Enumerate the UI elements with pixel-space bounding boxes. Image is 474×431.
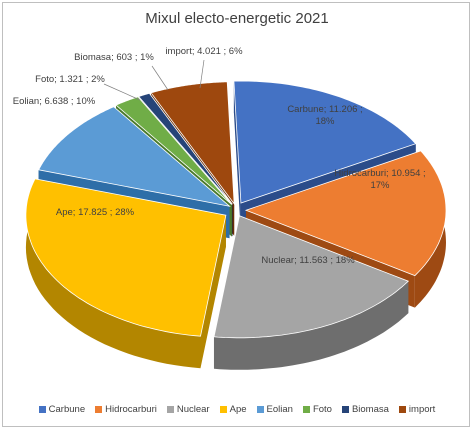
legend-swatch-foto: [302, 406, 310, 413]
slice-hidrocarburi: [244, 150, 447, 277]
legend-label-biomasa: Biomasa: [351, 404, 389, 415]
chart-legend: Carbune Hidrocarburi Nuclear Ape Eolian Foto B…: [0, 404, 474, 415]
slice-import: [150, 81, 235, 206]
legend-item-import: import: [398, 404, 436, 415]
legend-swatch-biomasa: [341, 406, 349, 413]
legend-label-eolian: Eolian: [266, 404, 293, 415]
data-label-import: import; 4.021 ; 6%: [165, 46, 243, 57]
legend-swatch-hidrocarburi: [95, 406, 103, 413]
chart-title: Mixul electo-energetic 2021: [145, 10, 329, 27]
slice-ape: [25, 178, 227, 337]
data-label-carbune: Carbune; 11.206 ;: [287, 104, 362, 115]
legend-item-biomasa: Biomasa: [341, 404, 389, 415]
legend-label-ape: Ape: [229, 404, 247, 415]
slice-biomasa: [138, 92, 233, 205]
data-label-ape: Ape; 17.825 ; 28%: [56, 207, 135, 218]
leader-line-biomasa: [151, 65, 169, 91]
legend-swatch-import: [398, 406, 406, 413]
legend-label-hidrocarburi: Hidrocarburi: [105, 404, 157, 415]
legend-item-ape: Ape: [219, 404, 247, 415]
legend-item-foto: Foto: [302, 404, 332, 415]
leader-line-import: [199, 59, 205, 89]
legend-label-import: import: [408, 404, 436, 415]
data-label-foto: Foto; 1.321 ; 2%: [35, 74, 105, 85]
legend-swatch-ape: [219, 406, 227, 413]
data-label-pct-carbune: 18%: [315, 116, 335, 127]
legend-item-carbune: Carbune: [38, 404, 86, 415]
legend-item-hidrocarburi: Hidrocarburi: [95, 404, 157, 415]
legend-label-foto: Foto: [312, 404, 332, 415]
data-label-pct-hidrocarburi: 17%: [370, 180, 390, 191]
legend-item-nuclear: Nuclear: [166, 404, 210, 415]
slice-side-ape: [25, 178, 201, 369]
legend-swatch-eolian: [256, 406, 264, 413]
legend-label-nuclear: Nuclear: [176, 404, 210, 415]
data-label-eolian: Eolian; 6.638 ; 10%: [13, 96, 96, 107]
legend-item-eolian: Eolian: [256, 404, 293, 415]
data-label-biomasa: Biomasa; 603 ; 1%: [74, 52, 154, 63]
slice-nuclear: [213, 215, 410, 339]
leader-line-foto: [103, 83, 141, 101]
pie-tops: [25, 80, 447, 339]
data-label-nuclear: Nuclear; 11.563 ; 18%: [261, 255, 355, 266]
slice-eolian: [37, 106, 231, 207]
slice-carbune: [233, 80, 417, 204]
legend-swatch-carbune: [38, 406, 46, 413]
slice-cut-carbune-0: [233, 81, 241, 236]
legend-label-carbune: Carbune: [48, 404, 86, 415]
data-label-hidrocarburi: Hidrocarburi; 10.954 ;: [334, 168, 425, 179]
slice-side-nuclear: [214, 281, 409, 370]
slice-cut-ape-0: [200, 215, 226, 369]
legend-swatch-nuclear: [166, 406, 174, 413]
